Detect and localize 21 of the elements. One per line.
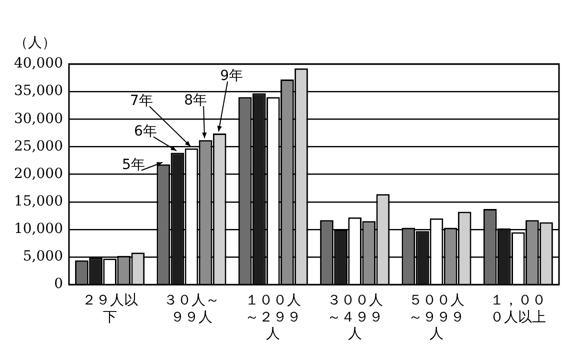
x-tick-label: ３０人～９９人 <box>163 292 220 326</box>
y-tick-label: 35,000 <box>14 83 63 100</box>
y-axis-title: （人） <box>14 34 56 52</box>
series-label: 5年 <box>122 157 145 174</box>
y-tick-label: 25,000 <box>14 138 63 154</box>
y-tick-label: 10,000 <box>14 221 63 238</box>
x-tick-label: ３００人～４９９人 <box>326 292 383 342</box>
y-tick-label: 0 <box>54 276 63 292</box>
x-tick-label: １００人～２９９人 <box>245 292 302 342</box>
y-tick-label: 5,000 <box>22 248 63 265</box>
text: 8年 <box>184 92 207 109</box>
y-tick-label: 30,000 <box>14 110 63 127</box>
text: 9年 <box>220 68 244 84</box>
y-tick-label: 20,000 <box>14 166 63 182</box>
x-tick-label: ５００人～９９９人 <box>408 292 464 342</box>
text: 7年 <box>130 93 153 110</box>
x-tick-label: １，０００人以上 <box>490 292 546 326</box>
x-tick-label: ２９人以下 <box>82 292 138 326</box>
y-tick-label: 40,000 <box>14 56 63 72</box>
y-tick-label: 15,000 <box>14 194 63 210</box>
series-label: 6年 <box>134 123 157 140</box>
